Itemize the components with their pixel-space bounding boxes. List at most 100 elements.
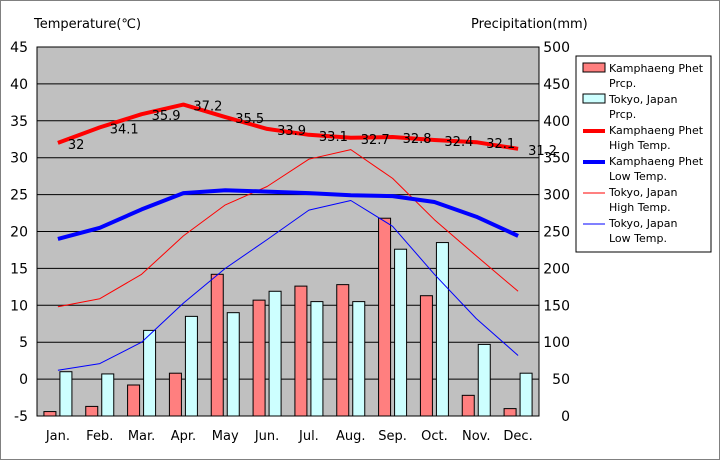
tokyo-prcp-bar bbox=[226, 312, 240, 417]
legend-label-line2: Low Temp. bbox=[609, 232, 667, 245]
left-tick-label: 40 bbox=[10, 77, 28, 93]
legend-label-line1: Tokyo, Japan bbox=[608, 93, 677, 106]
tokyo-prcp-bar bbox=[394, 248, 408, 417]
legend-label-line1: Kamphaeng Phet bbox=[609, 155, 704, 168]
month-label: Oct. bbox=[421, 429, 448, 444]
high-temp-label: 34.1 bbox=[110, 122, 139, 137]
right-axis-title: Precipitation(mm) bbox=[471, 17, 588, 32]
kamphaeng-high-line bbox=[57, 102, 519, 151]
temperature-lines bbox=[57, 102, 519, 371]
gridlines bbox=[37, 83, 539, 380]
tokyo-prcp-bar bbox=[143, 329, 157, 417]
right-tick-label: 300 bbox=[543, 188, 570, 204]
legend-label-line1: Kamphaeng Phet bbox=[609, 62, 704, 75]
tokyo-prcp-bar bbox=[268, 290, 282, 417]
high-temp-label: 32.1 bbox=[486, 137, 515, 152]
month-label: Jul. bbox=[298, 429, 319, 444]
precipitation-bars bbox=[43, 217, 533, 417]
month-axis-labels: Jan. Feb. Mar. Apr. May Jun. Jul. Aug. Sep. Oct. N… bbox=[45, 429, 533, 444]
legend-label-line2: Prcp. bbox=[609, 77, 636, 90]
high-temp-label: 32.8 bbox=[403, 132, 432, 147]
high-temp-label: 32 bbox=[68, 138, 85, 153]
left-tick-label: -5 bbox=[14, 409, 28, 425]
kamphaeng-prcp-bar bbox=[461, 394, 475, 417]
left-tick-label: 15 bbox=[10, 261, 28, 277]
right-axis-ticks: 0 50 100 150 200 250 300 350 400 450 500 bbox=[543, 40, 570, 425]
month-label: Feb. bbox=[86, 429, 113, 444]
left-tick-label: 5 bbox=[19, 335, 28, 351]
left-tick-label: 0 bbox=[19, 372, 28, 388]
right-tick-label: 500 bbox=[543, 40, 570, 56]
tokyo-prcp-bar bbox=[59, 371, 73, 417]
left-tick-label: 30 bbox=[10, 151, 28, 167]
month-label: Aug. bbox=[336, 429, 366, 444]
month-label: Jan. bbox=[45, 429, 70, 444]
high-temp-label: 33.1 bbox=[319, 130, 348, 145]
kamphaeng-prcp-bar bbox=[85, 405, 99, 417]
month-label: Nov. bbox=[462, 429, 491, 444]
kamphaeng-prcp-bar bbox=[336, 284, 350, 417]
right-tick-label: 350 bbox=[543, 151, 570, 167]
kamphaeng-prcp-bar bbox=[168, 372, 182, 417]
legend-label-line1: Tokyo, Japan bbox=[608, 186, 677, 199]
legend-label-line1: Kamphaeng Phet bbox=[609, 124, 704, 137]
month-label: May bbox=[212, 429, 239, 444]
tokyo-prcp-bar bbox=[477, 343, 491, 417]
right-tick-label: 100 bbox=[543, 335, 570, 351]
kamphaeng-prcp-bar bbox=[43, 411, 57, 417]
high-temp-label: 37.2 bbox=[193, 100, 222, 115]
right-tick-label: 150 bbox=[543, 298, 570, 314]
left-tick-label: 20 bbox=[10, 225, 28, 241]
left-axis-title: Temperature(℃) bbox=[33, 17, 141, 32]
high-temp-label: 33.9 bbox=[277, 124, 306, 139]
right-tick-label: 200 bbox=[543, 261, 570, 277]
legend-label-line2: High Temp. bbox=[609, 139, 671, 152]
kamphaeng-prcp-bar bbox=[419, 295, 433, 417]
left-tick-label: 25 bbox=[10, 188, 28, 204]
legend-label-line2: High Temp. bbox=[609, 201, 671, 214]
month-label: Dec. bbox=[503, 429, 532, 444]
high-temp-label: 31.2 bbox=[528, 144, 557, 159]
high-temp-data-labels: 32 34.1 35.9 37.2 35.5 33.9 33.1 32.7 32.8 32.4 32… bbox=[68, 100, 557, 159]
right-tick-label: 400 bbox=[543, 114, 570, 130]
left-tick-label: 45 bbox=[10, 40, 28, 56]
tokyo-high-line bbox=[57, 149, 519, 308]
left-axis-ticks: -5 0 5 10 15 20 25 30 35 40 45 bbox=[10, 40, 28, 425]
kamphaeng-prcp-bar bbox=[252, 299, 266, 417]
legend-label-line1: Tokyo, Japan bbox=[608, 217, 677, 230]
kamphaeng-low-line bbox=[57, 188, 519, 241]
tokyo-prcp-bar bbox=[101, 373, 115, 417]
tokyo-prcp-bar bbox=[184, 315, 198, 417]
legend-label-line2: Prcp. bbox=[609, 108, 636, 121]
legend: Kamphaeng Phet Prcp. Tokyo, Japan Prcp. Kamp… bbox=[575, 55, 712, 253]
kamphaeng-prcp-bar bbox=[210, 273, 224, 417]
high-temp-label: 35.5 bbox=[235, 112, 264, 127]
month-label: Jun. bbox=[254, 429, 279, 444]
kamphaeng-prcp-bar bbox=[503, 408, 517, 417]
legend-box bbox=[575, 55, 712, 253]
high-temp-label: 35.9 bbox=[152, 109, 181, 124]
high-temp-label: 32.4 bbox=[444, 135, 473, 150]
month-label: Apr. bbox=[171, 429, 196, 444]
high-temp-label: 32.7 bbox=[361, 133, 390, 148]
tokyo-prcp-bar bbox=[519, 372, 533, 417]
right-tick-label: 0 bbox=[561, 409, 570, 425]
tokyo-prcp-bar bbox=[435, 242, 449, 417]
left-tick-label: 35 bbox=[10, 114, 28, 130]
legend-swatch bbox=[582, 93, 606, 104]
month-label: Mar. bbox=[128, 429, 155, 444]
tokyo-prcp-bar bbox=[352, 301, 366, 417]
right-tick-label: 50 bbox=[552, 372, 570, 388]
month-label: Sep. bbox=[378, 429, 407, 444]
right-tick-label: 250 bbox=[543, 225, 570, 241]
right-tick-label: 450 bbox=[543, 77, 570, 93]
legend-swatch bbox=[582, 62, 606, 73]
left-tick-label: 10 bbox=[10, 298, 28, 314]
tokyo-prcp-bar bbox=[310, 301, 324, 417]
legend-label-line2: Low Temp. bbox=[609, 170, 667, 183]
kamphaeng-prcp-bar bbox=[294, 285, 308, 417]
tokyo-low-line bbox=[57, 200, 519, 371]
kamphaeng-prcp-bar bbox=[378, 217, 392, 417]
